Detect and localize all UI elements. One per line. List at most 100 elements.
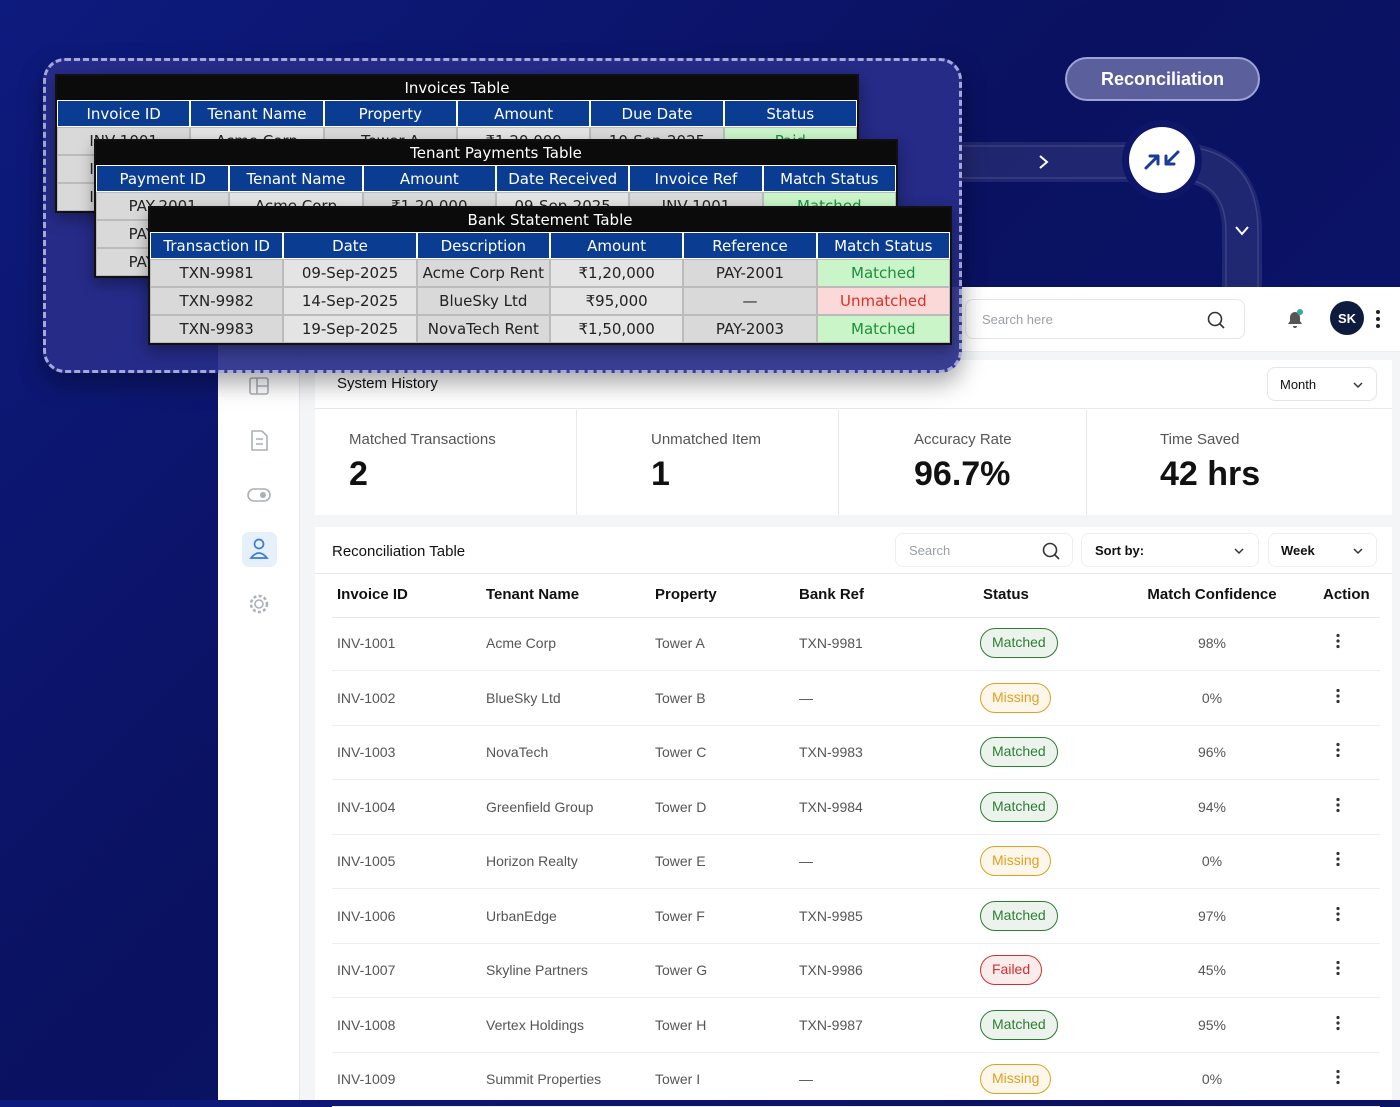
row-action[interactable] xyxy=(1334,797,1342,813)
column-header: Action xyxy=(1323,586,1370,603)
status-badge: Matched xyxy=(980,628,1058,658)
header-cell: Amount xyxy=(549,232,684,259)
row-divider xyxy=(332,724,1380,726)
header-cell: Transaction ID xyxy=(150,232,284,259)
menu-dots[interactable] xyxy=(1372,308,1384,330)
row-action[interactable] xyxy=(1334,1069,1342,1085)
sidebar xyxy=(218,287,300,1100)
stat-card: Matched Transactions 2 xyxy=(315,410,576,515)
chevron xyxy=(1353,382,1363,389)
search-placeholder: Search here xyxy=(982,312,1053,327)
table-search[interactable]: Search xyxy=(895,533,1073,567)
period-dropdown[interactable]: Month xyxy=(1267,367,1377,401)
reconciliation-card: Reconciliation Table Search Sort by: Wee… xyxy=(315,527,1392,1107)
divider xyxy=(315,573,1392,574)
header-cell: Description xyxy=(416,232,550,259)
row-divider xyxy=(332,888,1380,889)
status-badge: Missing xyxy=(980,1064,1052,1094)
match-confidence: 0% xyxy=(1201,1071,1223,1087)
row-action[interactable] xyxy=(1334,688,1342,704)
table-cell: UrbanEdge xyxy=(486,907,557,924)
column-header: Bank Ref xyxy=(799,586,865,603)
row-divider xyxy=(332,997,1380,998)
header-cell: Match Status xyxy=(816,232,950,259)
table-cell: TXN-9983 xyxy=(799,744,863,760)
sidebar-icons xyxy=(242,377,277,614)
stat-value: 2 xyxy=(349,455,368,493)
status-badge: Matched xyxy=(980,900,1058,931)
stat-label: Unmatched Item xyxy=(651,431,762,448)
table-cell: TXN-9981 xyxy=(150,259,284,287)
row-action[interactable] xyxy=(1334,742,1342,758)
table-cell: Tower D xyxy=(655,798,707,815)
table-cell: TXN-9985 xyxy=(799,907,863,924)
table-cell: NovaTech xyxy=(486,744,549,760)
table-cell: TXN-9981 xyxy=(799,635,863,651)
row-action[interactable] xyxy=(1334,851,1342,867)
table-cell: INV-1005 xyxy=(337,853,396,869)
stat-label: Time Saved xyxy=(1160,431,1240,448)
status-badge: Matched xyxy=(980,791,1058,822)
table-cell: Tower A xyxy=(655,635,705,651)
table-cell: INV-1008 xyxy=(337,1016,396,1033)
header-cell: Status xyxy=(723,100,857,127)
match-confidence: 96% xyxy=(1197,744,1227,760)
row-action[interactable] xyxy=(1334,906,1342,922)
row-divider xyxy=(332,833,1380,835)
dropdown-label: Sort by: xyxy=(1095,543,1145,558)
top-search[interactable]: Search here xyxy=(965,299,1245,339)
table-cell: Tower H xyxy=(655,1016,707,1033)
column-header: Status xyxy=(983,586,1029,603)
column-header: Match Confidence xyxy=(1147,586,1277,603)
table-cell: 14-Sep-2025 xyxy=(283,287,417,315)
header-cell: Due Date xyxy=(590,100,724,127)
table-cell: Acme Corp xyxy=(486,635,557,651)
dropdown-label: Week xyxy=(1281,543,1315,558)
bell-icon[interactable] xyxy=(1283,307,1307,331)
divider xyxy=(315,408,1392,409)
table-cell: INV-1004 xyxy=(337,798,396,815)
match-confidence: 95% xyxy=(1197,1016,1227,1033)
divider xyxy=(332,617,1380,618)
table-cell: Summit Properties xyxy=(486,1071,602,1087)
stat-card: Accuracy Rate 96.7% xyxy=(838,410,1086,515)
stat-value: 42 hrs xyxy=(1160,455,1261,493)
period-dropdown[interactable]: Week xyxy=(1268,533,1377,567)
status-badge: Matched xyxy=(980,737,1058,767)
system-history-card: System History Month Matched Transaction… xyxy=(315,360,1392,515)
status-badge: Failed xyxy=(980,955,1043,985)
table-cell: Horizon Realty xyxy=(486,853,578,869)
table-cell: NovaTech Rent xyxy=(416,315,550,343)
match-confidence: 0% xyxy=(1201,689,1223,706)
table-cell: Tower C xyxy=(655,744,707,760)
header-cell: Invoice ID xyxy=(57,100,191,127)
match-confidence: 97% xyxy=(1197,907,1227,924)
header-cell: Payment ID xyxy=(96,165,230,192)
stat-label: Accuracy Rate xyxy=(914,431,1012,448)
row-divider xyxy=(332,779,1380,780)
row-action[interactable] xyxy=(1334,633,1342,649)
avatar[interactable]: SK xyxy=(1330,301,1364,335)
header-cell: Amount xyxy=(362,165,496,192)
table-cell: 09-Sep-2025 xyxy=(283,259,417,287)
table-title: Bank Statement Table xyxy=(150,208,950,232)
table-cell: Tower I xyxy=(655,1071,701,1087)
row-action[interactable] xyxy=(1334,1015,1342,1031)
card-title: Reconciliation Table xyxy=(332,543,466,560)
header-cell: Amount xyxy=(456,100,591,127)
sort-dropdown[interactable]: Sort by: xyxy=(1081,533,1259,567)
table-cell: — xyxy=(799,1071,813,1087)
table-cell: INV-1009 xyxy=(337,1071,396,1087)
table-title: Invoices Table xyxy=(57,76,857,100)
stat-card: Time Saved 42 hrs xyxy=(1086,410,1392,515)
match-confidence: 94% xyxy=(1197,798,1227,815)
row-action[interactable] xyxy=(1334,960,1342,976)
table-cell: TXN-9986 xyxy=(799,962,863,978)
status-badge: Matched xyxy=(980,1009,1058,1040)
status-badge: Missing xyxy=(980,682,1052,713)
table-cell: — xyxy=(799,689,813,706)
table-cell: INV-1007 xyxy=(337,962,396,978)
table-cell: INV-1006 xyxy=(337,907,396,924)
header-cell: Property xyxy=(323,100,457,127)
